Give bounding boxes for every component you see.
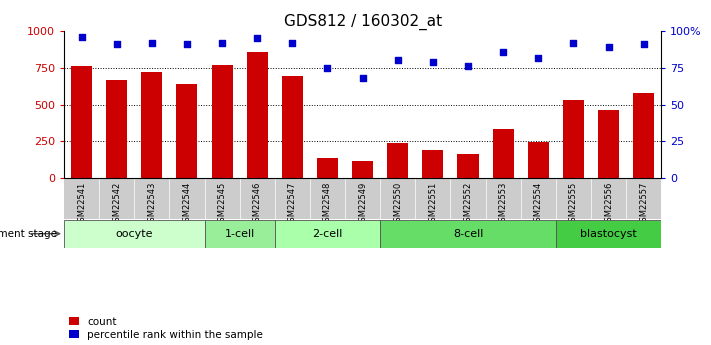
Bar bbox=[247, 52, 268, 178]
Text: 1-cell: 1-cell bbox=[225, 229, 255, 239]
Bar bbox=[71, 66, 92, 178]
Bar bbox=[274, 219, 380, 248]
Point bbox=[567, 40, 579, 46]
Bar bbox=[457, 154, 479, 178]
Text: GSM22551: GSM22551 bbox=[428, 181, 437, 227]
Point bbox=[146, 40, 158, 46]
Text: GSM22557: GSM22557 bbox=[639, 181, 648, 227]
Point bbox=[603, 45, 614, 50]
Bar bbox=[212, 65, 232, 178]
Text: development stage: development stage bbox=[0, 229, 57, 239]
Bar bbox=[176, 84, 198, 178]
Bar bbox=[556, 219, 661, 248]
Bar bbox=[422, 149, 444, 178]
Bar bbox=[563, 100, 584, 178]
Text: GSM22544: GSM22544 bbox=[183, 181, 191, 227]
Bar bbox=[282, 76, 303, 178]
Text: GSM22550: GSM22550 bbox=[393, 181, 402, 227]
Point bbox=[252, 36, 263, 41]
Text: GSM22542: GSM22542 bbox=[112, 181, 121, 227]
Point bbox=[392, 58, 403, 63]
Point bbox=[287, 40, 298, 46]
Text: GSM22552: GSM22552 bbox=[464, 181, 473, 227]
Text: GSM22555: GSM22555 bbox=[569, 181, 578, 227]
Text: GSM22547: GSM22547 bbox=[288, 181, 297, 227]
Point bbox=[216, 40, 228, 46]
Text: GSM22545: GSM22545 bbox=[218, 181, 227, 227]
Point bbox=[533, 55, 544, 60]
Point bbox=[638, 41, 649, 47]
Bar bbox=[598, 110, 619, 178]
Bar bbox=[205, 219, 274, 248]
Point bbox=[357, 75, 368, 81]
Text: GSM22554: GSM22554 bbox=[534, 181, 542, 227]
Title: GDS812 / 160302_at: GDS812 / 160302_at bbox=[284, 13, 442, 30]
Point bbox=[462, 63, 474, 69]
Point bbox=[427, 59, 439, 65]
Text: GSM22553: GSM22553 bbox=[498, 181, 508, 227]
Text: GSM22549: GSM22549 bbox=[358, 181, 367, 227]
Text: 8-cell: 8-cell bbox=[453, 229, 483, 239]
Bar bbox=[528, 142, 549, 178]
Point bbox=[111, 41, 122, 47]
Bar bbox=[106, 80, 127, 178]
Bar bbox=[141, 72, 162, 178]
Bar bbox=[64, 219, 205, 248]
Point bbox=[498, 49, 509, 55]
Text: GSM22543: GSM22543 bbox=[147, 181, 156, 227]
Point bbox=[181, 41, 193, 47]
Bar bbox=[352, 160, 373, 178]
Text: oocyte: oocyte bbox=[115, 229, 153, 239]
Text: GSM22556: GSM22556 bbox=[604, 181, 613, 227]
Bar bbox=[317, 158, 338, 178]
Legend: count, percentile rank within the sample: count, percentile rank within the sample bbox=[69, 317, 263, 340]
Text: blastocyst: blastocyst bbox=[580, 229, 637, 239]
Point bbox=[76, 34, 87, 40]
Text: GSM22541: GSM22541 bbox=[77, 181, 86, 227]
Bar bbox=[380, 219, 556, 248]
Text: GSM22548: GSM22548 bbox=[323, 181, 332, 227]
Bar bbox=[633, 93, 654, 178]
Point bbox=[322, 65, 333, 71]
Text: GSM22546: GSM22546 bbox=[252, 181, 262, 227]
Text: 2-cell: 2-cell bbox=[312, 229, 343, 239]
Bar bbox=[493, 129, 513, 178]
Bar bbox=[387, 143, 408, 178]
